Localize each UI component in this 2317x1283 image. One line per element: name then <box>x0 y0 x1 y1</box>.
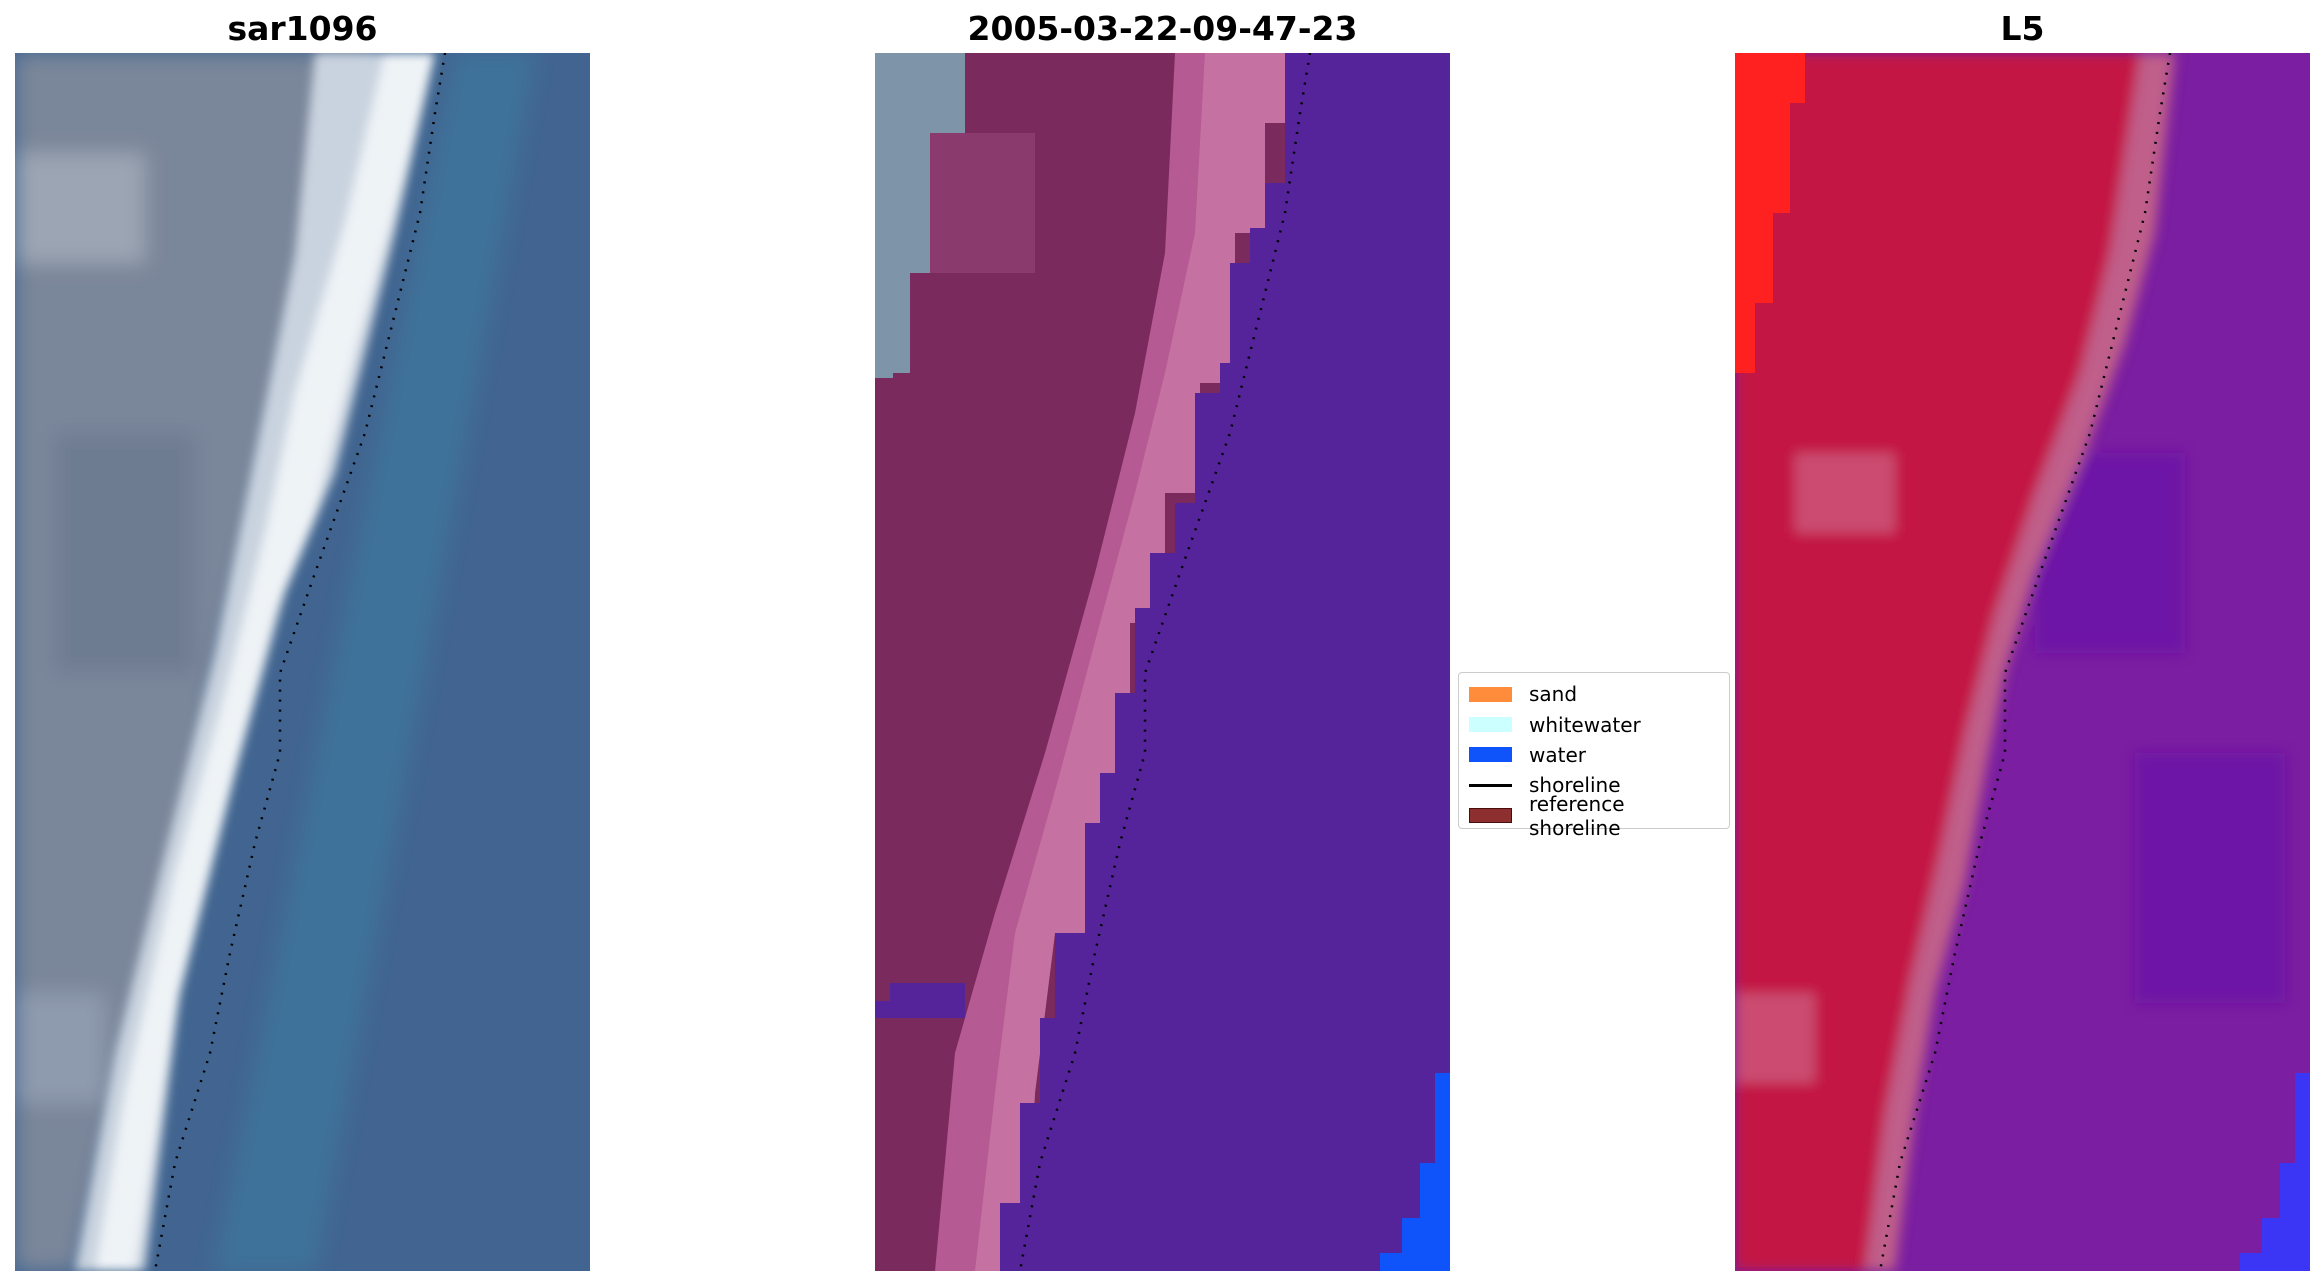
legend-swatch-shoreline <box>1469 783 1512 787</box>
legend-item-sand: sand <box>1469 679 1719 709</box>
panel-title-3: L5 <box>2000 9 2045 48</box>
legend-swatch-sand <box>1469 686 1512 702</box>
p2-land-light <box>915 133 1035 273</box>
panel-sar1096-image <box>15 53 590 1271</box>
p3-land-pale-2 <box>1735 993 1815 1083</box>
legend-label-water: water <box>1529 742 1586 767</box>
legend-label-reference-shoreline: reference shoreline <box>1529 791 1625 840</box>
legend-label-shoreline: shoreline <box>1529 773 1621 798</box>
legend-label-sand: sand <box>1529 682 1578 707</box>
p3-water-blue <box>2240 1073 2310 1271</box>
p2-shoreline <box>1018 53 1312 1271</box>
p1-shoreline <box>153 53 447 1271</box>
p3-water-dark-2 <box>2135 753 2285 1003</box>
legend-item-shoreline: shoreline <box>1469 770 1719 800</box>
legend-item-whitewater: whitewater <box>1469 709 1719 739</box>
p3-land-pale-1 <box>1795 453 1895 533</box>
p2-water-patch-left <box>875 983 965 1018</box>
panel-title-2: 2005-03-22-09-47-23 <box>967 9 1358 48</box>
p1-water-teal <box>215 53 535 1271</box>
legend-swatch-reference-shoreline <box>1469 808 1512 824</box>
l5-image <box>1735 53 2310 1271</box>
p3-land-bright <box>1735 53 1805 373</box>
p3-land <box>1735 53 2145 1271</box>
panel-title-1: sar1096 <box>227 9 378 48</box>
legend-swatch-water <box>1469 747 1512 763</box>
classification-image <box>875 53 1450 1271</box>
p1-land-light-1 <box>15 153 145 263</box>
p2-sand-band-light <box>975 53 1285 1271</box>
p1-land-light-2 <box>15 993 105 1103</box>
panel-l5-image <box>1735 53 2310 1271</box>
legend-item-water: water <box>1469 740 1719 770</box>
p3-shoreline <box>1878 53 2172 1271</box>
panel-classification-image <box>875 53 1450 1271</box>
legend-item-reference-shoreline: reference shoreline <box>1469 792 1719 840</box>
p2-unclassified <box>875 53 965 378</box>
legend-swatch-whitewater <box>1469 717 1512 733</box>
legend-label-whitewater: whitewater <box>1529 712 1641 737</box>
p2-water-blue <box>1380 1073 1450 1271</box>
p1-land-dark <box>55 433 195 673</box>
sar1096-image <box>15 53 590 1271</box>
p3-sand-band <box>1865 53 2175 1271</box>
p2-water <box>1000 53 1450 1271</box>
legend: sand whitewater water shoreline referenc… <box>1458 672 1730 840</box>
p1-sand-bright <box>95 53 435 1271</box>
